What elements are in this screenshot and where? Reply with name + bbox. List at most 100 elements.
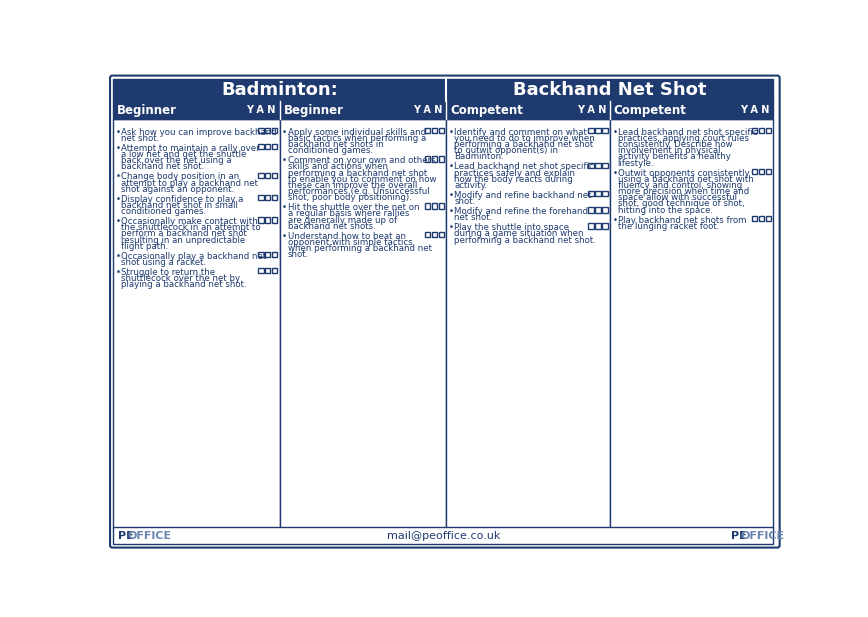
Text: more precision when time and: more precision when time and	[618, 187, 749, 196]
Text: •: •	[282, 232, 287, 241]
Text: •: •	[115, 252, 121, 261]
Bar	[265, 128, 271, 133]
Text: a low net and get the shuttle: a low net and get the shuttle	[121, 150, 247, 159]
Text: using a backhand net shot with: using a backhand net shot with	[618, 175, 753, 184]
Text: during a game situation when: during a game situation when	[454, 230, 583, 238]
Text: opponent with simple tactics: opponent with simple tactics	[287, 238, 412, 247]
Bar	[265, 173, 271, 178]
Text: backhand net shot in small: backhand net shot in small	[121, 201, 238, 210]
Text: Lead backhand net shot specific: Lead backhand net shot specific	[454, 162, 594, 172]
Text: •: •	[115, 128, 121, 137]
Bar	[446, 120, 610, 528]
Text: conditioned games.: conditioned games.	[287, 146, 372, 155]
Bar	[759, 128, 764, 133]
Bar	[424, 156, 431, 162]
Text: Beginner: Beginner	[117, 104, 177, 117]
Bar	[438, 232, 444, 237]
Bar	[602, 223, 608, 229]
Text: •: •	[449, 162, 454, 172]
Text: Badminton:: Badminton:	[221, 81, 339, 99]
Text: Comment on your own and others: Comment on your own and others	[287, 156, 435, 165]
Bar	[752, 168, 757, 174]
Text: consistently. Describe how: consistently. Describe how	[618, 140, 733, 149]
Bar	[602, 191, 608, 196]
Bar	[265, 195, 271, 201]
Bar	[431, 128, 437, 133]
Text: •: •	[449, 207, 454, 216]
Bar	[589, 128, 594, 133]
Text: performing a backhand net shot: performing a backhand net shot	[454, 140, 594, 149]
Text: Play backhand net shots from: Play backhand net shots from	[618, 215, 746, 225]
Text: Struggle to return the: Struggle to return the	[121, 268, 215, 277]
Bar	[424, 204, 431, 209]
Text: •: •	[282, 156, 287, 165]
Bar	[752, 128, 757, 133]
Text: Modify and refine the forehand: Modify and refine the forehand	[454, 207, 589, 216]
Text: Attempt to maintain a rally over: Attempt to maintain a rally over	[121, 144, 260, 153]
Text: Identify and comment on what: Identify and comment on what	[454, 128, 587, 137]
Text: •: •	[612, 128, 617, 137]
Text: perform a backhand net shot: perform a backhand net shot	[121, 230, 247, 238]
Text: PE: PE	[118, 531, 134, 541]
Bar	[589, 191, 594, 196]
Bar	[258, 252, 264, 257]
Text: •: •	[612, 168, 617, 178]
Text: hitting into the space.: hitting into the space.	[618, 205, 713, 215]
Bar	[113, 120, 279, 528]
Bar	[759, 168, 764, 174]
Text: Competent: Competent	[614, 104, 687, 117]
Bar	[424, 232, 431, 237]
Bar	[272, 217, 278, 223]
Text: Change body position in an: Change body position in an	[121, 172, 240, 181]
Bar	[272, 195, 278, 201]
Text: conditioned games.: conditioned games.	[121, 207, 206, 216]
Text: playing a backhand net shot.: playing a backhand net shot.	[121, 280, 247, 289]
Text: Ask how you can improve backhand: Ask how you can improve backhand	[121, 128, 277, 137]
Text: shot against an opponent.: shot against an opponent.	[121, 184, 234, 194]
Text: mail@peoffice.co.uk: mail@peoffice.co.uk	[386, 531, 500, 541]
Bar	[438, 156, 444, 162]
Text: •: •	[282, 203, 287, 212]
Bar	[272, 252, 278, 257]
Text: flight path.: flight path.	[121, 242, 168, 251]
Text: shot using a racket.: shot using a racket.	[121, 258, 206, 267]
Text: resulting in an unpredictable: resulting in an unpredictable	[121, 236, 245, 244]
Text: shot, good technique of shot,: shot, good technique of shot,	[618, 199, 744, 209]
Bar	[431, 156, 437, 162]
Text: Y A N: Y A N	[576, 106, 606, 115]
Text: •: •	[115, 268, 121, 277]
Text: backhand net shots in: backhand net shots in	[287, 140, 384, 149]
Bar	[113, 527, 773, 544]
Text: Display confidence to play a: Display confidence to play a	[121, 195, 243, 204]
Bar	[113, 101, 279, 120]
Text: lifestyle.: lifestyle.	[618, 159, 654, 168]
Text: the shuttlecock in an attempt to: the shuttlecock in an attempt to	[121, 223, 260, 232]
Text: involvement in physical: involvement in physical	[618, 146, 720, 155]
Bar	[589, 223, 594, 229]
Text: Outwit opponents consistently: Outwit opponents consistently	[618, 168, 749, 178]
Text: shot.: shot.	[287, 251, 309, 259]
Text: basic tactics when performing a: basic tactics when performing a	[287, 134, 426, 143]
Text: a regular basis where rallies: a regular basis where rallies	[287, 209, 409, 218]
Text: performances (e.g. Unsuccessful: performances (e.g. Unsuccessful	[287, 187, 429, 196]
Text: Play the shuttle into space: Play the shuttle into space	[454, 223, 569, 232]
Text: •: •	[282, 128, 287, 137]
Text: when performing a backhand net: when performing a backhand net	[287, 244, 431, 253]
Text: these can improve the overall: these can improve the overall	[287, 181, 417, 190]
Bar	[258, 128, 264, 133]
Text: you need to do to improve when: you need to do to improve when	[454, 134, 595, 143]
Text: OFFICE: OFFICE	[740, 531, 785, 541]
Text: shot.: shot.	[454, 197, 476, 206]
Bar	[595, 223, 601, 229]
Text: Understand how to beat an: Understand how to beat an	[287, 232, 405, 241]
Bar	[258, 195, 264, 201]
Bar	[258, 217, 264, 223]
Bar	[272, 268, 278, 273]
Text: fluency and control, showing: fluency and control, showing	[618, 181, 742, 190]
Text: practices safely and explain: practices safely and explain	[454, 168, 575, 178]
Bar	[438, 128, 444, 133]
Text: PE: PE	[731, 531, 746, 541]
Text: Y A N: Y A N	[247, 106, 276, 115]
Bar	[766, 216, 771, 221]
Text: net shot.: net shot.	[121, 134, 159, 143]
